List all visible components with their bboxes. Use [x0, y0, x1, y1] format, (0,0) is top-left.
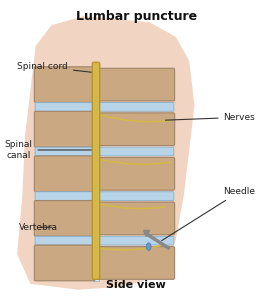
- Ellipse shape: [146, 243, 151, 250]
- FancyBboxPatch shape: [98, 68, 175, 101]
- FancyBboxPatch shape: [35, 236, 94, 245]
- Text: Needle: Needle: [162, 187, 256, 241]
- FancyBboxPatch shape: [98, 247, 175, 279]
- Text: Spinal cord: Spinal cord: [17, 62, 93, 72]
- FancyBboxPatch shape: [99, 236, 174, 245]
- FancyBboxPatch shape: [98, 202, 175, 235]
- FancyBboxPatch shape: [99, 147, 174, 156]
- FancyBboxPatch shape: [92, 62, 100, 279]
- FancyBboxPatch shape: [34, 200, 95, 236]
- FancyBboxPatch shape: [34, 67, 95, 102]
- Text: Vertebra: Vertebra: [18, 223, 58, 232]
- Text: Lumbar puncture: Lumbar puncture: [76, 10, 197, 23]
- FancyBboxPatch shape: [35, 103, 94, 111]
- FancyBboxPatch shape: [99, 192, 174, 200]
- FancyBboxPatch shape: [99, 103, 174, 111]
- FancyBboxPatch shape: [34, 111, 95, 147]
- FancyBboxPatch shape: [34, 245, 95, 281]
- Polygon shape: [17, 16, 194, 290]
- Bar: [93, 67, 99, 281]
- FancyBboxPatch shape: [98, 158, 175, 190]
- Text: Spinal
canal: Spinal canal: [4, 140, 93, 160]
- FancyBboxPatch shape: [98, 113, 175, 146]
- Text: Nerves: Nerves: [166, 113, 255, 122]
- FancyBboxPatch shape: [35, 147, 94, 156]
- FancyBboxPatch shape: [34, 156, 95, 192]
- FancyBboxPatch shape: [35, 192, 94, 200]
- Text: Side view: Side view: [106, 280, 166, 290]
